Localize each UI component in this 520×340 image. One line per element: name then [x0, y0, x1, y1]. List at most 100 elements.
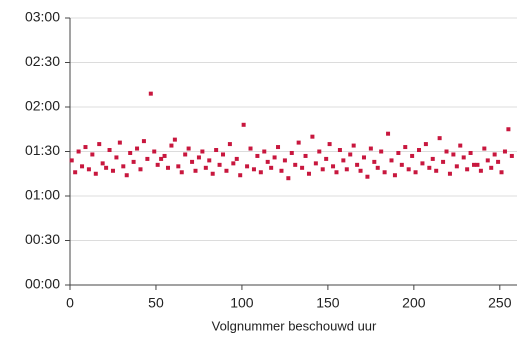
point	[238, 173, 243, 178]
point	[344, 167, 349, 172]
point	[155, 162, 160, 167]
point	[506, 127, 511, 132]
x-tick-label: 100	[230, 295, 254, 311]
point	[502, 149, 507, 154]
point	[475, 162, 480, 167]
point	[499, 170, 504, 175]
point	[159, 156, 164, 161]
point	[117, 140, 122, 145]
point	[251, 167, 256, 172]
point	[399, 162, 404, 167]
point	[107, 148, 112, 153]
point	[176, 164, 181, 169]
point	[69, 158, 74, 163]
point	[93, 171, 98, 176]
point	[447, 171, 452, 176]
point	[124, 173, 129, 178]
y-tick-label: 00:30	[25, 231, 60, 247]
y-tick-label: 02:00	[25, 98, 60, 114]
point	[165, 165, 170, 170]
point	[389, 158, 394, 163]
point	[392, 173, 397, 178]
point	[272, 155, 277, 160]
x-tick-label: 50	[148, 295, 164, 311]
point	[509, 153, 514, 158]
point	[276, 145, 281, 150]
point	[128, 150, 133, 155]
point	[193, 168, 198, 173]
point	[241, 122, 246, 127]
point	[183, 152, 188, 157]
point	[334, 170, 339, 175]
point	[461, 155, 466, 160]
point	[86, 167, 91, 172]
point	[351, 143, 356, 148]
point	[386, 131, 391, 136]
point	[358, 168, 363, 173]
point	[179, 170, 184, 175]
point	[468, 150, 473, 155]
point	[282, 158, 287, 163]
x-tick-label: 0	[66, 295, 74, 311]
point	[214, 148, 219, 153]
point	[396, 150, 401, 155]
y-tick-label: 03:00	[25, 9, 60, 25]
point	[138, 167, 143, 172]
point	[186, 146, 191, 151]
point	[413, 170, 418, 175]
point	[478, 168, 483, 173]
point	[265, 159, 270, 164]
point	[327, 142, 332, 147]
point	[451, 152, 456, 157]
point	[341, 158, 346, 163]
point	[289, 150, 294, 155]
point	[114, 155, 119, 160]
point	[90, 152, 95, 157]
point	[162, 153, 167, 158]
point	[100, 161, 105, 166]
point	[320, 167, 325, 172]
point	[365, 174, 370, 179]
point	[444, 149, 449, 154]
point	[317, 149, 322, 154]
point	[368, 146, 373, 151]
point	[255, 153, 260, 158]
point	[379, 149, 384, 154]
point	[496, 159, 501, 164]
point	[324, 156, 329, 161]
point	[417, 148, 422, 153]
point	[104, 165, 109, 170]
point	[355, 162, 360, 167]
point	[375, 165, 380, 170]
point	[489, 165, 494, 170]
point	[286, 176, 291, 181]
point	[372, 159, 377, 164]
point	[303, 153, 308, 158]
point	[190, 159, 195, 164]
point	[73, 170, 78, 175]
point	[472, 162, 477, 167]
point	[348, 152, 353, 157]
point	[76, 149, 81, 154]
point	[485, 158, 490, 163]
point	[296, 140, 301, 145]
point	[110, 168, 115, 173]
x-axis-label: Volgnummer beschouwd uur	[212, 318, 377, 333]
point	[169, 143, 174, 148]
point	[221, 152, 226, 157]
point	[420, 161, 425, 166]
point	[310, 134, 315, 139]
point	[382, 170, 387, 175]
x-tick-label: 150	[316, 295, 340, 311]
point	[145, 156, 150, 161]
point	[269, 165, 274, 170]
point	[224, 168, 229, 173]
point	[465, 167, 470, 172]
y-tick-label: 01:30	[25, 142, 60, 158]
point	[306, 171, 311, 176]
point	[234, 156, 239, 161]
point	[313, 161, 318, 166]
point	[361, 155, 366, 160]
point	[121, 164, 126, 169]
